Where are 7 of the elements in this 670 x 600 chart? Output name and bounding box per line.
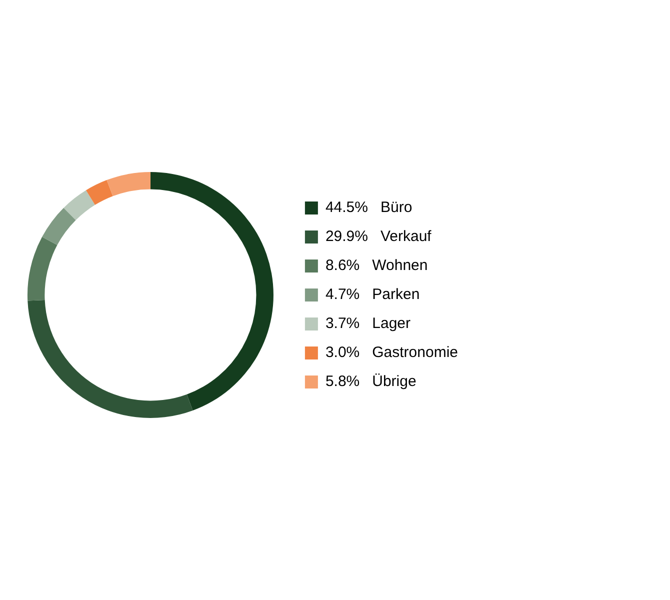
legend-label: 3.7% Lager: [325, 315, 410, 332]
legend-label: 4.7% Parken: [325, 286, 420, 304]
legend-label: 8.6% Wohnen: [325, 257, 428, 274]
legend-label: 44.5% Büro: [325, 199, 412, 216]
legend-label: 3.0% Gastronomie: [325, 344, 458, 362]
legend-label: 29.9% Verkauf: [325, 228, 432, 246]
legend-label: 5.8% Übrige: [325, 373, 416, 390]
